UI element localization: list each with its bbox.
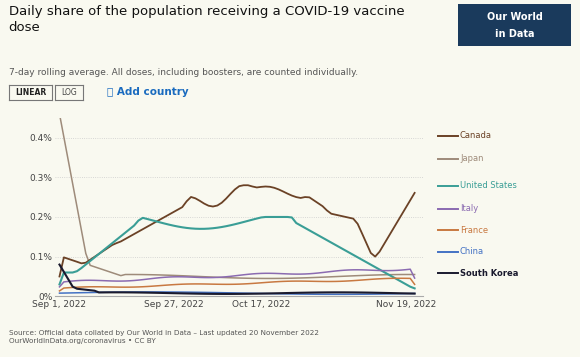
Text: France: France — [460, 226, 488, 235]
Text: Italy: Italy — [460, 204, 478, 213]
Text: ⭕ Add country: ⭕ Add country — [107, 87, 189, 97]
Text: LINEAR: LINEAR — [15, 88, 46, 97]
Text: Japan: Japan — [460, 154, 484, 164]
Text: Canada: Canada — [460, 131, 492, 140]
Text: LOG: LOG — [61, 88, 77, 97]
Text: China: China — [460, 247, 484, 256]
Text: Our World: Our World — [487, 12, 543, 22]
Text: Source: Official data collated by Our World in Data – Last updated 20 November 2: Source: Official data collated by Our Wo… — [9, 330, 318, 344]
Text: United States: United States — [460, 181, 517, 190]
Text: in Data: in Data — [495, 29, 535, 39]
Text: 7-day rolling average. All doses, including boosters, are counted individually.: 7-day rolling average. All doses, includ… — [9, 68, 358, 77]
Text: South Korea: South Korea — [460, 268, 519, 278]
Text: Daily share of the population receiving a COVID-19 vaccine
dose: Daily share of the population receiving … — [9, 5, 404, 34]
